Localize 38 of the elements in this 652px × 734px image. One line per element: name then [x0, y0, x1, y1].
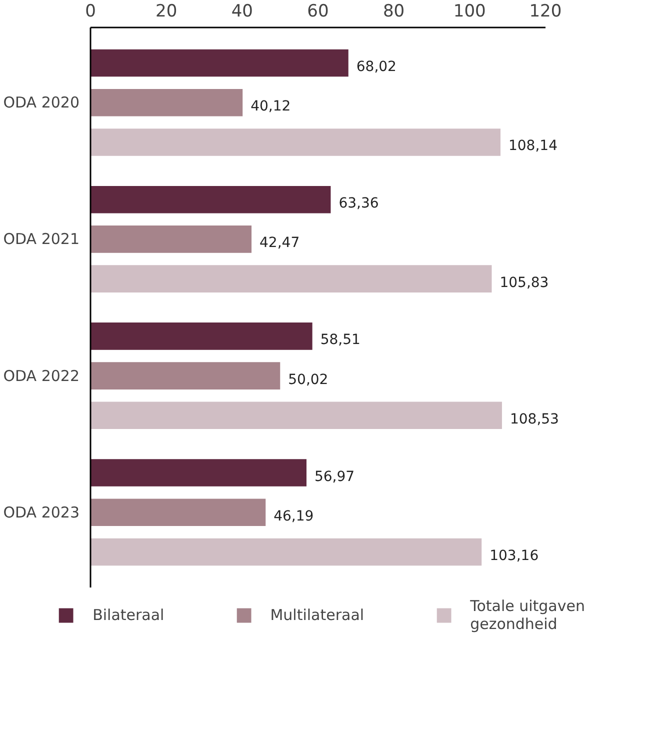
data-label: 42,47 [260, 235, 300, 252]
bar [90, 186, 331, 214]
data-label: 108,53 [510, 411, 559, 428]
data-label: 68,02 [356, 59, 396, 76]
bar [90, 128, 500, 156]
data-label: 56,97 [314, 468, 355, 485]
x-tick-label: 20 [156, 2, 178, 22]
data-label: 105,83 [500, 274, 549, 291]
bar [90, 362, 280, 390]
data-label: 50,02 [288, 372, 328, 388]
x-tick-label: 120 [529, 2, 562, 22]
bar [90, 88, 243, 116]
bar [90, 402, 502, 430]
bar [90, 459, 306, 486]
y-tick-label: ODA 2022 [3, 366, 80, 385]
data-label: 58,51 [320, 332, 360, 348]
bar [90, 322, 312, 350]
legend-label: Totale uitgaven gezondheid [470, 597, 585, 633]
data-label: 63,36 [338, 196, 379, 212]
x-tick-label: 80 [382, 2, 405, 22]
bar [90, 226, 252, 253]
bar [90, 265, 492, 292]
bar [90, 538, 482, 566]
bar [90, 49, 348, 77]
legend-label: Multilateraal [270, 606, 364, 624]
data-label: 103,16 [490, 548, 539, 564]
y-tick-label: ODA 2021 [3, 230, 80, 248]
y-tick-label: ODA 2023 [3, 503, 80, 522]
bar [90, 498, 266, 526]
data-label: 108,14 [508, 138, 558, 154]
x-tick-label: 100 [453, 2, 486, 22]
y-tick-label: ODA 2020 [3, 94, 80, 112]
data-label: 40,12 [250, 98, 291, 115]
x-tick-label: 40 [231, 2, 253, 22]
x-tick-label: 0 [85, 2, 96, 22]
data-label: 46,19 [274, 508, 314, 524]
legend-label: Bilateraal [92, 606, 164, 624]
x-tick-label: 60 [307, 2, 329, 22]
